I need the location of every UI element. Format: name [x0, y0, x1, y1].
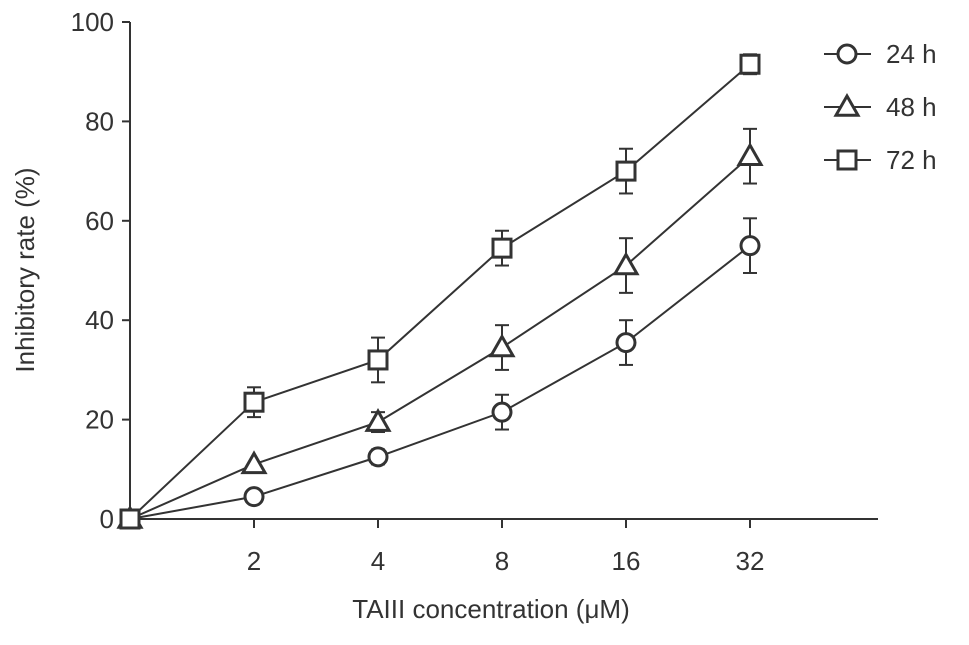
x-tick-label: 4	[371, 546, 385, 576]
data-point	[739, 53, 761, 75]
legend-item: 24 h	[824, 39, 937, 69]
legend-label: 48 h	[886, 92, 937, 122]
y-tick-label: 60	[85, 206, 114, 236]
data-point	[367, 446, 389, 468]
legend-marker	[836, 43, 858, 65]
data-point	[491, 237, 513, 259]
data-point	[243, 486, 265, 508]
y-tick-label: 0	[100, 504, 114, 534]
legend-label: 24 h	[886, 39, 937, 69]
data-point	[615, 160, 637, 182]
data-point	[367, 349, 389, 371]
y-ticks: 0 20 40 60 80 100	[71, 7, 130, 534]
axes	[129, 22, 878, 520]
data-point	[615, 332, 637, 354]
data-point	[240, 450, 268, 475]
x-tick-label: 16	[612, 546, 641, 576]
series-group	[116, 53, 764, 530]
data-point	[364, 408, 392, 432]
series-48-h	[116, 127, 764, 529]
data-point	[243, 391, 265, 413]
legend-marker	[836, 149, 858, 171]
y-tick-label: 80	[85, 106, 114, 136]
y-tick-label: 40	[85, 305, 114, 335]
series-line	[129, 63, 751, 520]
legend-item: 48 h	[824, 92, 937, 122]
y-tick-label: 100	[71, 7, 114, 37]
data-point	[739, 235, 761, 257]
series-24-h	[119, 217, 761, 530]
legend-item: 72 h	[824, 145, 937, 175]
x-tick-label: 2	[247, 546, 261, 576]
legend-marker	[833, 92, 861, 117]
y-axis-label: Inhibitory rate (%)	[10, 167, 40, 372]
legend: 24 h 48 h 72 h	[824, 39, 937, 175]
x-tick-label: 32	[736, 546, 765, 576]
series-line	[129, 244, 751, 520]
data-point	[491, 401, 513, 423]
y-tick-label: 20	[85, 405, 114, 435]
data-point	[488, 333, 516, 358]
data-point	[119, 508, 141, 530]
data-point	[612, 251, 640, 276]
legend-label: 72 h	[886, 145, 937, 175]
series-line	[129, 155, 751, 520]
x-ticks: 2 4 8 16 32	[247, 519, 765, 576]
data-point	[736, 142, 764, 166]
x-axis-label: TAIII concentration (μM)	[352, 594, 629, 624]
series-72-h	[119, 53, 761, 530]
x-tick-label: 8	[495, 546, 509, 576]
